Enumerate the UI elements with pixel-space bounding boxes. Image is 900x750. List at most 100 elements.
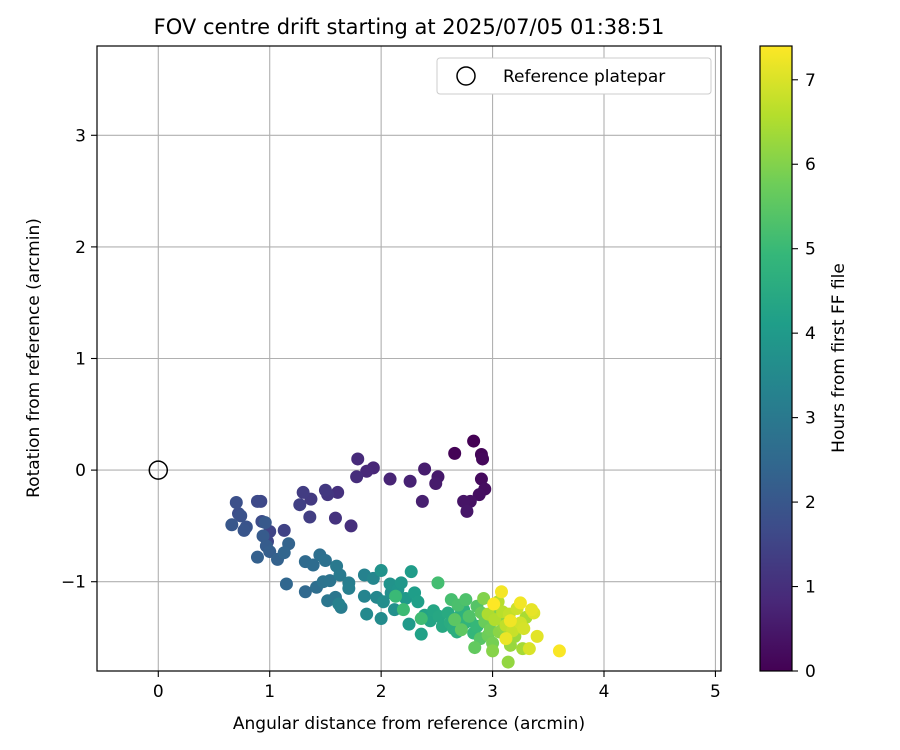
data-point xyxy=(431,576,445,590)
y-axis-ticks: −1 0 1 2 3 xyxy=(61,126,97,593)
colorbar-tick-label: 2 xyxy=(805,493,816,513)
data-point xyxy=(411,595,425,609)
data-point xyxy=(256,529,270,543)
y-tick-label: 2 xyxy=(75,238,86,258)
data-point xyxy=(525,603,539,617)
data-point xyxy=(293,498,307,512)
scatter-points xyxy=(225,434,566,669)
data-point xyxy=(303,510,317,524)
data-point xyxy=(296,485,310,499)
data-point xyxy=(374,612,388,626)
data-point xyxy=(499,632,513,646)
data-point xyxy=(350,470,364,484)
data-point xyxy=(414,612,428,626)
data-point xyxy=(342,581,356,595)
data-point xyxy=(552,644,566,658)
y-tick-label: −1 xyxy=(61,573,86,593)
data-point xyxy=(388,603,402,617)
data-point xyxy=(457,494,471,508)
y-tick-label: 0 xyxy=(75,461,86,481)
legend-box xyxy=(436,57,712,95)
colorbar-ticks: 0 1 2 3 4 5 6 7 xyxy=(792,71,816,682)
chart-title: FOV centre drift starting at 2025/07/05 … xyxy=(154,15,665,39)
data-point xyxy=(250,494,264,508)
colorbar-gradient xyxy=(759,45,793,672)
data-point xyxy=(234,509,248,523)
legend-marker xyxy=(456,66,476,86)
reference-marker xyxy=(148,460,169,480)
data-point xyxy=(503,614,517,628)
y-tick-label: 3 xyxy=(75,126,86,146)
data-point xyxy=(279,577,293,591)
data-point xyxy=(225,518,239,532)
data-point xyxy=(374,564,388,578)
x-axis-label: Angular distance from reference (arcmin) xyxy=(233,714,585,734)
data-point xyxy=(331,485,345,499)
data-point xyxy=(486,644,500,658)
data-point xyxy=(522,642,536,656)
data-point xyxy=(418,462,432,476)
colorbar-tick-label: 6 xyxy=(805,155,816,175)
data-point xyxy=(402,617,416,631)
x-axis-ticks: 0 1 2 3 4 5 xyxy=(153,671,721,702)
legend-entry-label: Reference platepar xyxy=(503,67,665,87)
colorbar-label: Hours from first FF file xyxy=(829,263,849,453)
data-point xyxy=(351,452,365,466)
data-point xyxy=(415,494,429,508)
data-point xyxy=(277,546,291,560)
x-tick-label: 3 xyxy=(487,682,498,702)
colorbar-tick-label: 5 xyxy=(805,240,816,260)
data-point xyxy=(448,613,462,627)
data-point xyxy=(318,554,332,568)
data-point xyxy=(328,511,342,525)
data-point xyxy=(414,627,428,641)
data-point xyxy=(258,516,272,530)
data-point xyxy=(462,609,476,623)
grid xyxy=(97,46,721,671)
colorbar-tick-label: 3 xyxy=(805,409,816,429)
data-point xyxy=(277,523,291,537)
data-point xyxy=(323,574,337,588)
data-point xyxy=(472,488,486,502)
colorbar-tick-label: 7 xyxy=(805,71,816,91)
data-point xyxy=(454,623,468,637)
data-point xyxy=(403,474,417,488)
data-point xyxy=(229,495,243,509)
data-point xyxy=(494,585,508,599)
data-point xyxy=(332,597,346,611)
data-point xyxy=(389,589,403,603)
x-tick-label: 1 xyxy=(264,682,275,702)
data-point xyxy=(404,565,418,579)
data-point xyxy=(517,622,531,636)
data-point xyxy=(530,629,544,643)
data-point xyxy=(360,464,374,478)
data-point xyxy=(357,589,371,603)
data-point xyxy=(360,607,374,621)
data-point xyxy=(250,550,264,564)
data-point xyxy=(318,483,332,497)
data-point xyxy=(237,523,251,537)
data-point xyxy=(298,585,312,599)
data-point xyxy=(459,593,473,607)
legend: Reference platepar xyxy=(436,57,712,95)
data-point xyxy=(429,477,443,490)
y-tick-label: 1 xyxy=(75,350,86,370)
colorbar-tick-label: 0 xyxy=(805,662,816,682)
data-point xyxy=(396,603,410,617)
colorbar-tick-label: 4 xyxy=(805,324,816,344)
data-point xyxy=(476,452,490,466)
data-point xyxy=(344,519,358,533)
y-axis-label: Rotation from reference (arcmin) xyxy=(24,218,44,498)
colorbar: 0 1 2 3 4 5 6 7 Hours from first FF file xyxy=(759,45,849,682)
x-tick-label: 5 xyxy=(710,682,721,702)
data-point xyxy=(376,595,390,609)
data-point xyxy=(460,504,474,518)
x-tick-label: 4 xyxy=(599,682,610,702)
data-point xyxy=(467,434,481,448)
data-point xyxy=(306,558,320,572)
data-point xyxy=(394,576,408,590)
data-point xyxy=(474,472,488,486)
data-point xyxy=(501,655,515,669)
data-point xyxy=(477,591,491,605)
